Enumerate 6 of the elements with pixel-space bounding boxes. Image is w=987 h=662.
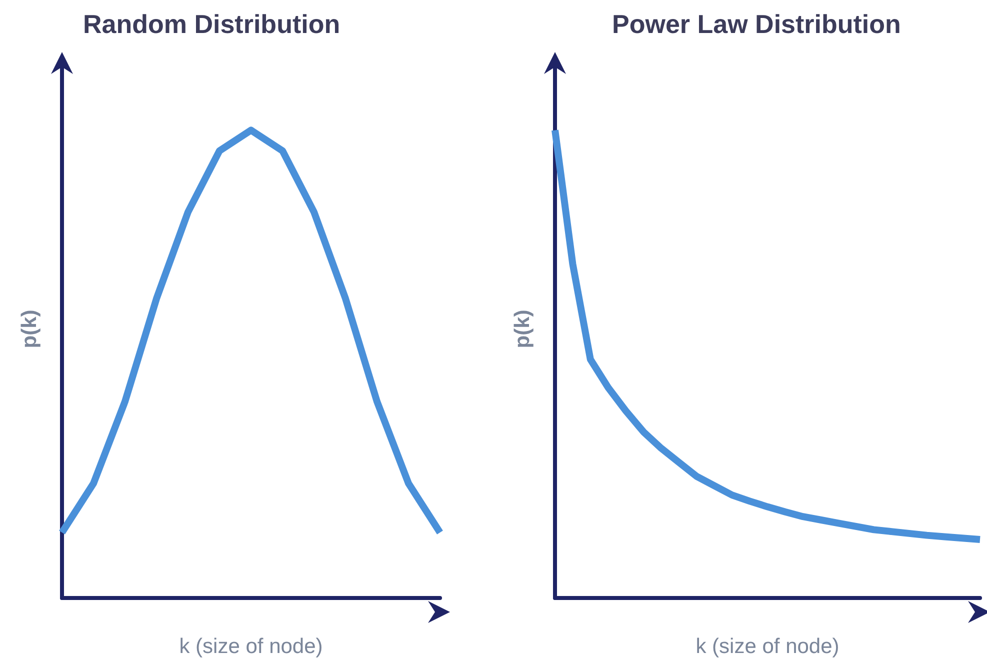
y-axis-title: p(k)	[18, 310, 41, 348]
chart-title: Random Distribution	[83, 9, 340, 39]
chart-title: Power Law Distribution	[612, 9, 901, 39]
x-axis-title: k (size of node)	[696, 635, 840, 658]
x-axis-title: k (size of node)	[179, 635, 323, 658]
y-axis-title: p(k)	[511, 310, 534, 348]
